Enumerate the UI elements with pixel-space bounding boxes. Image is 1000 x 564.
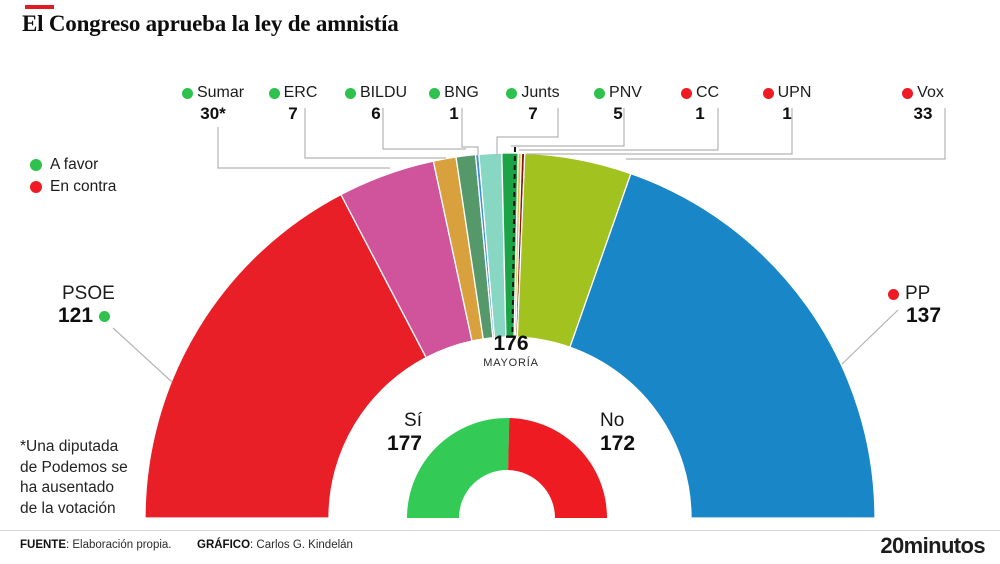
legend-row-favor: A favor <box>30 154 116 176</box>
si-arc <box>407 418 510 518</box>
party-seats: 1 <box>782 104 792 123</box>
leader-line-vox <box>626 108 946 160</box>
leader-line-junts <box>496 108 559 156</box>
majority-line <box>511 147 517 335</box>
leader-line-pnv <box>511 108 625 147</box>
footer-source: FUENTE: Elaboración propia. <box>20 539 172 551</box>
party-seats: 30* <box>200 104 226 123</box>
vote-dot-icon <box>344 87 356 99</box>
party-seats: 121 <box>58 304 94 327</box>
vote-dot-icon <box>888 288 899 300</box>
party-seats: 5 <box>613 104 623 123</box>
party-seats: 1 <box>449 104 459 123</box>
party-seats: 137 <box>906 304 942 327</box>
party-label-upn: UPN 1 <box>755 84 819 123</box>
leader-line-psoe <box>112 327 173 383</box>
party-name: PNV <box>609 84 642 101</box>
leader-line-upn <box>526 108 793 155</box>
party-name: PP <box>905 283 931 304</box>
leader-line-pp <box>841 309 899 365</box>
majority-value: 176 <box>493 332 529 355</box>
party-name: Sumar <box>196 84 245 101</box>
party-label-erc: ERC 7 <box>262 84 324 123</box>
vote-dot-icon <box>680 87 692 99</box>
party-label-vox: Vox 33 <box>893 84 953 123</box>
green-dot-icon <box>30 159 42 171</box>
party-seats: 6 <box>371 104 381 123</box>
vote-legend: A favor En contra <box>30 154 116 198</box>
party-name: PSOE <box>62 283 115 304</box>
party-name: UPN <box>777 84 812 101</box>
majority-marker: 176 MAYORÍA <box>430 332 592 370</box>
footer-credit: GRÁFICO: Carlos G. Kindelán <box>197 539 353 551</box>
leader-line-erc <box>304 108 446 159</box>
party-seats: 1 <box>695 104 705 123</box>
legend-row-contra: En contra <box>30 176 116 198</box>
party-label-cc: CC 1 <box>670 84 730 123</box>
party-seats: 33 <box>913 104 933 123</box>
party-label-bildu: BILDU 6 <box>336 84 416 123</box>
party-label-bng: BNG 1 <box>420 84 488 123</box>
chart-title: El Congreso aprueba la ley de amnistía <box>22 11 399 36</box>
legend-favor-label: A favor <box>50 156 99 173</box>
majority-label: MAYORÍA <box>483 357 539 369</box>
party-label-junts: Junts 7 <box>493 84 573 123</box>
vote-dot-icon <box>181 87 193 99</box>
vote-dot-icon <box>594 87 606 99</box>
arc-segment-pp <box>569 172 876 519</box>
party-seats: 7 <box>288 104 298 123</box>
vote-dot-icon <box>268 87 280 99</box>
party-label-pp: PP 137 <box>888 283 941 327</box>
party-name: CC <box>695 84 720 101</box>
arc-segment-psoe <box>144 193 428 519</box>
party-name: Vox <box>917 84 944 101</box>
no-arc <box>508 418 607 518</box>
footnote: *Una diputada de Podemos se ha ausentado… <box>20 438 128 517</box>
vote-dot-icon <box>429 87 441 99</box>
footer: FUENTE: Elaboración propia. GRÁFICO: Car… <box>0 530 1000 564</box>
party-name: Junts <box>521 84 560 101</box>
logo-20minutos: 20minutos <box>880 533 985 558</box>
leader-line-cc <box>519 108 719 151</box>
vote-dot-icon <box>902 87 914 99</box>
vote-dot-icon <box>506 87 518 99</box>
party-seats: 7 <box>528 104 538 123</box>
vote-dot-icon <box>762 87 774 99</box>
accent-mark <box>25 5 54 9</box>
party-name: BNG <box>444 84 479 101</box>
party-name: ERC <box>283 84 318 101</box>
legend-contra-label: En contra <box>50 178 117 195</box>
party-label-psoe: PSOE 121 <box>58 283 115 327</box>
leader-line-bng <box>461 108 479 155</box>
no-label: No 172 <box>600 410 636 455</box>
party-label-pnv: PNV 5 <box>584 84 652 123</box>
si-label: Sí 177 <box>386 410 422 455</box>
leader-line-sumar <box>217 127 390 169</box>
leader-line-bildu <box>382 108 466 150</box>
vote-dot-icon <box>99 310 111 322</box>
red-dot-icon <box>30 181 42 193</box>
party-label-sumar: Sumar 30* <box>170 84 256 123</box>
party-name: BILDU <box>359 84 408 101</box>
